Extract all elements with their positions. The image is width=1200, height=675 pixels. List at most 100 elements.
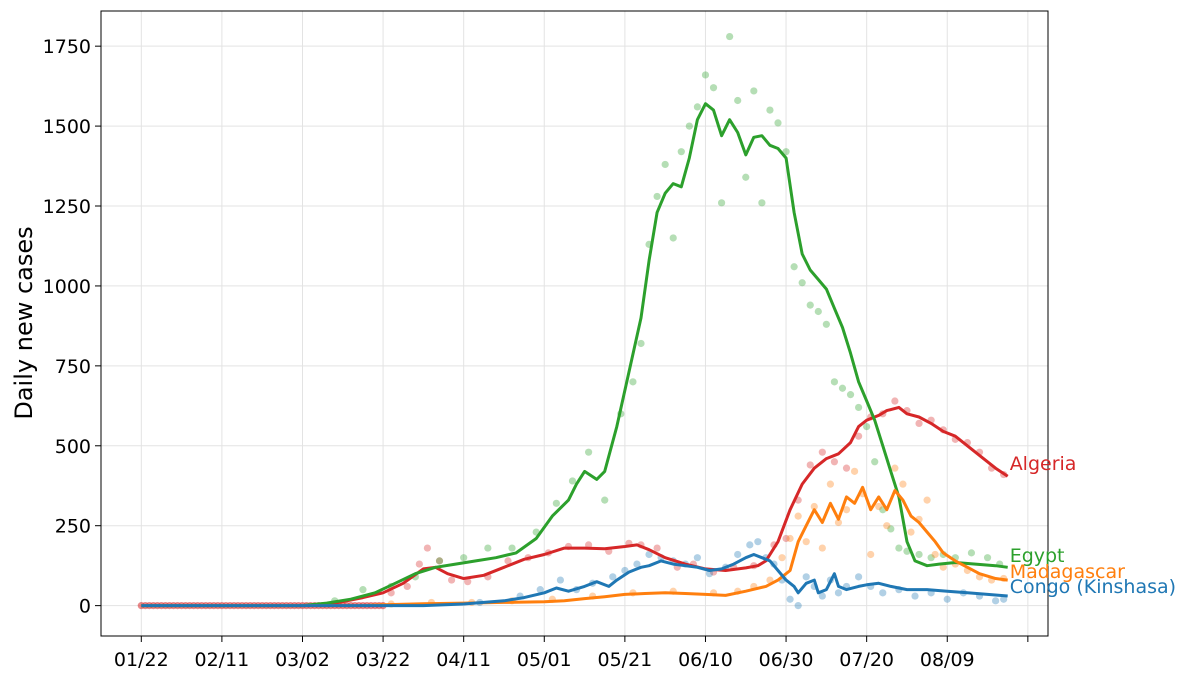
- egypt-point: [822, 320, 830, 328]
- congo-kinshasa-point: [794, 602, 802, 610]
- egypt-point: [460, 554, 468, 562]
- y-tick-label: 250: [55, 516, 91, 538]
- y-axis-title: Daily new cases: [10, 226, 38, 419]
- madagascar-point: [826, 480, 834, 488]
- madagascar-label: Madagascar: [1010, 561, 1125, 583]
- algeria-point: [504, 557, 512, 565]
- congo-kinshasa-point: [879, 589, 887, 597]
- egypt-point: [709, 84, 718, 92]
- algeria-point: [830, 458, 839, 466]
- congo-kinshasa-point: [734, 550, 742, 559]
- egypt-point: [887, 525, 895, 533]
- madagascar-line: [141, 485, 1008, 608]
- algeria-point: [403, 582, 411, 591]
- algeria-point: [435, 557, 444, 565]
- congo-kinshasa-point: [746, 541, 754, 549]
- egypt-point: [661, 160, 669, 169]
- algeria-point: [415, 560, 423, 568]
- congo-kinshasa-point: [754, 538, 762, 546]
- egypt-point: [669, 234, 677, 242]
- y-axis: 0 250 500 750 1000 1250 1500 1750: [43, 36, 101, 618]
- egypt-point: [814, 307, 822, 316]
- congo-kinshasa-label: Congo (Kinshasa): [1010, 576, 1176, 598]
- egypt-point: [967, 549, 976, 557]
- egypt-point: [653, 192, 661, 201]
- egypt-point: [830, 378, 839, 386]
- x-tick-label: 05/21: [597, 649, 652, 671]
- madagascar-point: [810, 502, 818, 511]
- madagascar-point: [907, 528, 915, 536]
- y-tick-label: 1750: [43, 36, 91, 58]
- x-tick-label: 02/11: [195, 649, 250, 671]
- congo-kinshasa-point: [556, 576, 564, 584]
- madagascar-point: [939, 563, 947, 571]
- egypt-point: [435, 557, 444, 565]
- madagascar-point: [786, 534, 794, 543]
- egypt-point: [359, 586, 367, 594]
- madagascar-point: [850, 467, 859, 475]
- madagascar-point: [931, 550, 939, 559]
- algeria-point: [653, 544, 661, 552]
- congo-kinshasa-point: [1000, 595, 1008, 603]
- egypt-point: [838, 384, 847, 392]
- series-lines: [141, 102, 1009, 608]
- egypt-point: [601, 496, 609, 504]
- congo-kinshasa-line: [141, 553, 1008, 608]
- x-tick-label: 08/09: [920, 649, 975, 671]
- x-tick-label: 04/11: [436, 649, 491, 671]
- algeria-point: [915, 419, 923, 428]
- egypt-point: [798, 279, 806, 287]
- y-tick-label: 0: [79, 596, 91, 618]
- algeria-label: Algeria: [1010, 453, 1077, 475]
- madagascar-point: [923, 496, 931, 504]
- madagascar-point: [778, 554, 786, 562]
- egypt-label: Egypt: [1010, 545, 1065, 567]
- egypt-point: [846, 391, 855, 399]
- egypt-point: [774, 119, 782, 127]
- madagascar-point: [875, 502, 883, 511]
- egypt-point: [742, 173, 750, 181]
- egypt-point: [863, 423, 871, 431]
- algeria-point: [855, 432, 863, 440]
- congo-kinshasa-point: [943, 595, 951, 603]
- grid: [101, 11, 1048, 636]
- egypt-point: [685, 122, 693, 130]
- egypt-point: [806, 301, 814, 309]
- egypt-point: [871, 458, 879, 466]
- egypt-point: [508, 544, 516, 552]
- x-tick-label: 07/20: [839, 649, 894, 671]
- x-axis: 01/22 02/11 03/02 03/22 04/11 05/01 05/21 06/10…: [114, 636, 1029, 671]
- egypt-point: [585, 448, 593, 456]
- egypt-point: [677, 148, 685, 156]
- x-tick-label: 01/22: [114, 649, 169, 671]
- egypt-point: [552, 499, 560, 507]
- algeria-point: [447, 576, 456, 584]
- egypt-point: [766, 106, 774, 114]
- madagascar-point: [891, 464, 899, 472]
- algeria-point: [806, 461, 814, 469]
- egypt-point: [734, 96, 742, 105]
- congo-kinshasa-point: [802, 573, 810, 581]
- egypt-point: [568, 477, 577, 485]
- congo-kinshasa-point: [834, 589, 843, 597]
- algeria-point: [464, 578, 472, 586]
- algeria-point: [423, 544, 432, 552]
- madagascar-point: [899, 480, 907, 488]
- egypt-point: [758, 199, 766, 207]
- madagascar-point: [842, 506, 851, 514]
- y-tick-label: 1500: [43, 116, 91, 138]
- madagascar-point: [818, 544, 826, 552]
- algeria-point: [842, 464, 851, 472]
- egypt-point: [782, 148, 790, 156]
- congo-kinshasa-point: [609, 573, 617, 581]
- egypt-point: [895, 544, 903, 552]
- x-tick-label: 03/02: [275, 649, 330, 671]
- egypt-point: [484, 544, 492, 552]
- y-tick-label: 1250: [43, 196, 91, 218]
- egypt-point: [693, 103, 702, 111]
- algeria-point: [782, 534, 790, 543]
- algeria-point: [818, 448, 826, 456]
- x-tick-label: 06/10: [678, 649, 733, 671]
- x-tick-label: 03/22: [356, 649, 411, 671]
